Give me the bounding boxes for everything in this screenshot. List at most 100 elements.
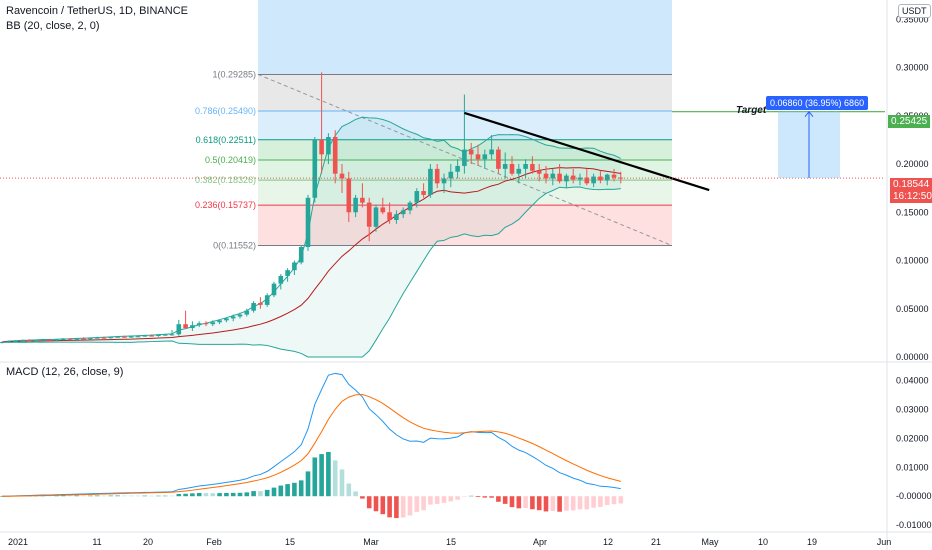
candle xyxy=(94,336,100,339)
candle-body xyxy=(74,338,80,340)
macd-histogram-bar xyxy=(421,496,426,511)
candle xyxy=(550,168,556,186)
macd-histogram-bar xyxy=(285,484,290,497)
candle xyxy=(264,293,270,307)
candle-body xyxy=(60,339,66,341)
macd-histogram-bar xyxy=(380,496,386,515)
macd-histogram-bar xyxy=(251,491,256,497)
macd-histogram-bar xyxy=(394,496,399,519)
candle xyxy=(217,319,222,325)
macd-histogram-bar xyxy=(156,495,161,497)
macd-histogram-bar xyxy=(489,496,494,498)
candle xyxy=(448,164,454,188)
candle-body xyxy=(496,149,501,169)
macd-histogram-bar xyxy=(88,495,93,497)
candle xyxy=(20,339,25,342)
candle-body xyxy=(258,302,263,305)
bb-indicator-label[interactable]: BB (20, close, 2, 0) xyxy=(6,20,100,32)
macd-histogram-bar xyxy=(543,496,549,512)
macd-histogram-bar xyxy=(523,496,528,509)
candle-body xyxy=(421,191,426,195)
macd-histogram-bar xyxy=(591,496,596,508)
fib-zone xyxy=(258,111,672,140)
currency-badge[interactable]: USDT xyxy=(898,4,931,18)
time-axis-tick: 10 xyxy=(758,537,768,547)
candle-body xyxy=(230,316,236,319)
macd-histogram-bar xyxy=(400,496,406,518)
candle xyxy=(394,210,399,224)
candle-body xyxy=(536,170,542,174)
time-axis-tick: Mar xyxy=(363,537,379,547)
candle-body xyxy=(380,207,386,213)
candle-body xyxy=(142,335,148,337)
macd-indicator-label[interactable]: MACD (12, 26, close, 9) xyxy=(6,366,124,378)
fib-level-label: 0.382(0.18326) xyxy=(195,175,256,185)
trend-line xyxy=(464,111,710,192)
candle xyxy=(400,207,406,219)
candle xyxy=(373,204,379,232)
candle xyxy=(441,173,447,193)
fib-zone xyxy=(258,74,672,112)
candle xyxy=(40,338,46,341)
candle-body xyxy=(618,177,624,179)
macd-histogram-bar xyxy=(536,496,542,511)
macd-histogram-bar xyxy=(496,496,501,502)
macd-histogram-bar xyxy=(196,492,202,497)
macd-histogram-bar xyxy=(258,491,263,497)
candle xyxy=(298,245,304,265)
candle xyxy=(0,341,5,344)
macd-histogram-bar xyxy=(292,482,297,497)
candle-body xyxy=(108,337,114,339)
fib-level-label: 0.5(0.20419) xyxy=(205,155,256,165)
macd-histogram-bar xyxy=(128,495,134,497)
macd-histogram-bar xyxy=(176,493,182,497)
candle xyxy=(584,168,590,186)
macd-axis-tick: 0.04000 xyxy=(896,376,929,386)
macd-histogram-bar xyxy=(319,454,324,497)
time-axis-tick: 20 xyxy=(143,537,153,547)
candle xyxy=(366,197,372,242)
candle xyxy=(74,338,80,341)
candle xyxy=(530,156,535,174)
macd-histogram-bar xyxy=(346,483,352,497)
candle xyxy=(26,339,32,342)
macd-histogram-bar xyxy=(414,496,420,512)
macd-histogram-bar xyxy=(162,495,168,497)
candle-body xyxy=(441,178,447,184)
candle xyxy=(162,333,168,336)
candle xyxy=(230,314,236,322)
candle-body xyxy=(414,191,420,203)
macd-histogram-bar xyxy=(183,493,188,497)
candle-body xyxy=(557,173,562,182)
price-axis-tick: 0.15000 xyxy=(896,207,929,217)
candle xyxy=(414,188,420,208)
candle xyxy=(462,94,467,174)
candle-body xyxy=(169,334,175,336)
candle xyxy=(570,168,576,184)
macd-histogram-bar xyxy=(353,491,358,497)
candle-body xyxy=(271,283,277,296)
candle-body xyxy=(462,149,467,166)
candle-body xyxy=(312,139,318,198)
candle-body xyxy=(13,341,18,343)
macd-histogram-bar xyxy=(60,495,66,497)
candle-body xyxy=(20,340,25,342)
candle xyxy=(292,260,297,275)
candle xyxy=(33,339,39,342)
candle-body xyxy=(203,323,209,325)
candle xyxy=(101,336,107,339)
macd-line xyxy=(1,372,621,497)
candle xyxy=(346,171,352,222)
candle xyxy=(387,202,392,224)
candle-body xyxy=(122,336,127,338)
candle xyxy=(54,339,59,342)
candle-body xyxy=(550,173,556,179)
candle-body xyxy=(224,318,229,321)
candle xyxy=(353,194,358,218)
candle xyxy=(482,149,488,169)
candle xyxy=(523,159,528,179)
macd-histogram-bar xyxy=(366,496,372,509)
candle-body xyxy=(394,214,399,220)
candle xyxy=(319,72,324,174)
